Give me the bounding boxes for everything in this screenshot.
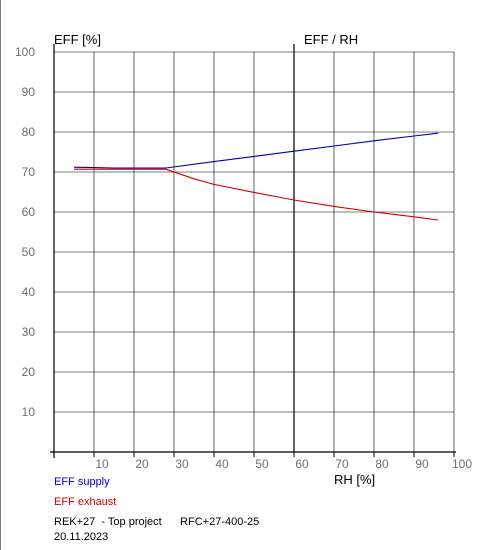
- project-info: REK+27 - Top project RFC+27-400-25: [54, 516, 260, 528]
- x-tick-label: 50: [255, 457, 269, 471]
- y-tick-label: 80: [22, 125, 36, 139]
- y-tick-label: 70: [22, 165, 36, 179]
- x-tick-label: 90: [415, 457, 429, 471]
- y-tick-label: 100: [15, 45, 35, 59]
- y-tick-label: 40: [22, 285, 36, 299]
- x-tick-label: 10: [95, 457, 109, 471]
- chart-title: EFF / RH: [304, 32, 358, 47]
- series-layer: [73, 132, 439, 221]
- x-tick-label: 30: [175, 457, 189, 471]
- grid-layer: [54, 51, 455, 452]
- x-tick-label: 100: [452, 457, 472, 471]
- series-line-eff-supply: [73, 132, 439, 169]
- y-tick-label: 20: [22, 365, 36, 379]
- left-frame-border: [0, 0, 1, 550]
- y-tick-label: 90: [22, 85, 36, 99]
- tick-label-layer: 10 20 30 40 50 60 70 80 90 100 10 20 30 40 50 60 70 80 90 1…: [15, 45, 472, 471]
- x-tick-label: 80: [375, 457, 389, 471]
- legend-supply: EFF supply: [54, 476, 110, 488]
- x-tick-label: 20: [135, 457, 149, 471]
- legend-exhaust: EFF exhaust: [54, 496, 117, 508]
- date-text: 20.11.2023: [54, 531, 109, 543]
- y-tick-label: 50: [22, 245, 36, 259]
- axis-layer: [50, 44, 456, 458]
- x-axis-title: RH [%]: [334, 472, 375, 487]
- x-tick-label: 60: [295, 457, 309, 471]
- y-tick-label: 60: [22, 205, 36, 219]
- series-line-eff-exhaust: [74, 168, 439, 221]
- y-tick-label: 10: [22, 405, 36, 419]
- y-axis-title: EFF [%]: [54, 32, 101, 47]
- y-tick-label: 30: [22, 325, 36, 339]
- x-tick-label: 40: [215, 457, 229, 471]
- x-tick-label: 70: [335, 457, 349, 471]
